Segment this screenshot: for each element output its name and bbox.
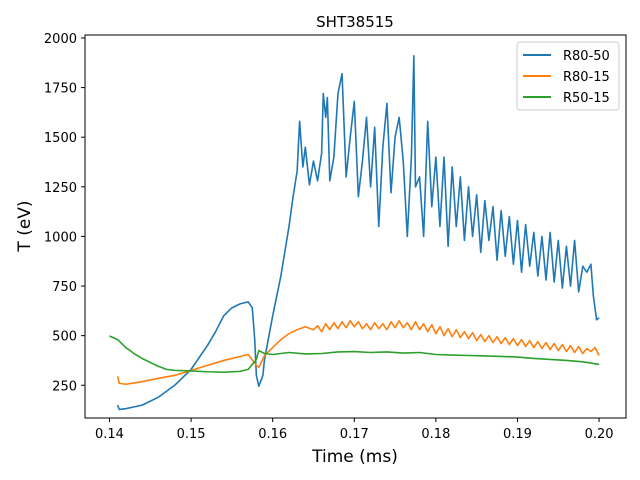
y-tick-label: 1750 [44,82,77,97]
x-tick-label: 0.18 [421,427,450,442]
x-tick-label: 0.17 [340,427,369,442]
y-axis-ticks: 250 500 750 1000 1250 1500 1750 2000 [44,32,85,394]
legend-label-r80-50: R80-50 [563,49,610,64]
x-tick-label: 0.19 [503,427,532,442]
series-line-r80-50 [116,55,600,411]
legend-box [516,41,620,111]
series-line-r50-15 [109,335,600,373]
y-tick-label: 1500 [44,131,77,146]
y-axis-label: T (eV) [15,200,35,252]
y-tick-label: 250 [52,379,77,394]
y-tick-label: 2000 [44,32,77,47]
y-tick-label: 1000 [44,230,77,245]
x-axis-label: Time (ms) [311,447,398,467]
legend: R80-50 R80-15 R50-15 [516,41,620,111]
series-line-r80-15 [116,319,600,386]
chart-title: SHT38515 [316,13,394,31]
x-tick-label: 0.20 [585,427,614,442]
x-tick-label: 0.14 [95,427,124,442]
series-layer [109,55,600,411]
legend-label-r50-15: R50-15 [563,91,610,106]
legend-label-r80-15: R80-15 [563,70,610,85]
y-tick-label: 750 [52,280,77,295]
x-tick-label: 0.16 [258,427,287,442]
x-tick-label: 0.15 [177,427,206,442]
y-tick-label: 500 [52,330,77,345]
axes-frame [84,34,627,419]
x-axis-ticks: 0.14 0.15 0.16 0.17 0.18 0.19 0.20 [95,418,614,442]
y-tick-label: 1250 [44,181,77,196]
plot-area: 0.14 0.15 0.16 0.17 0.18 0.19 0.20 250 500 750 10… [44,32,627,442]
